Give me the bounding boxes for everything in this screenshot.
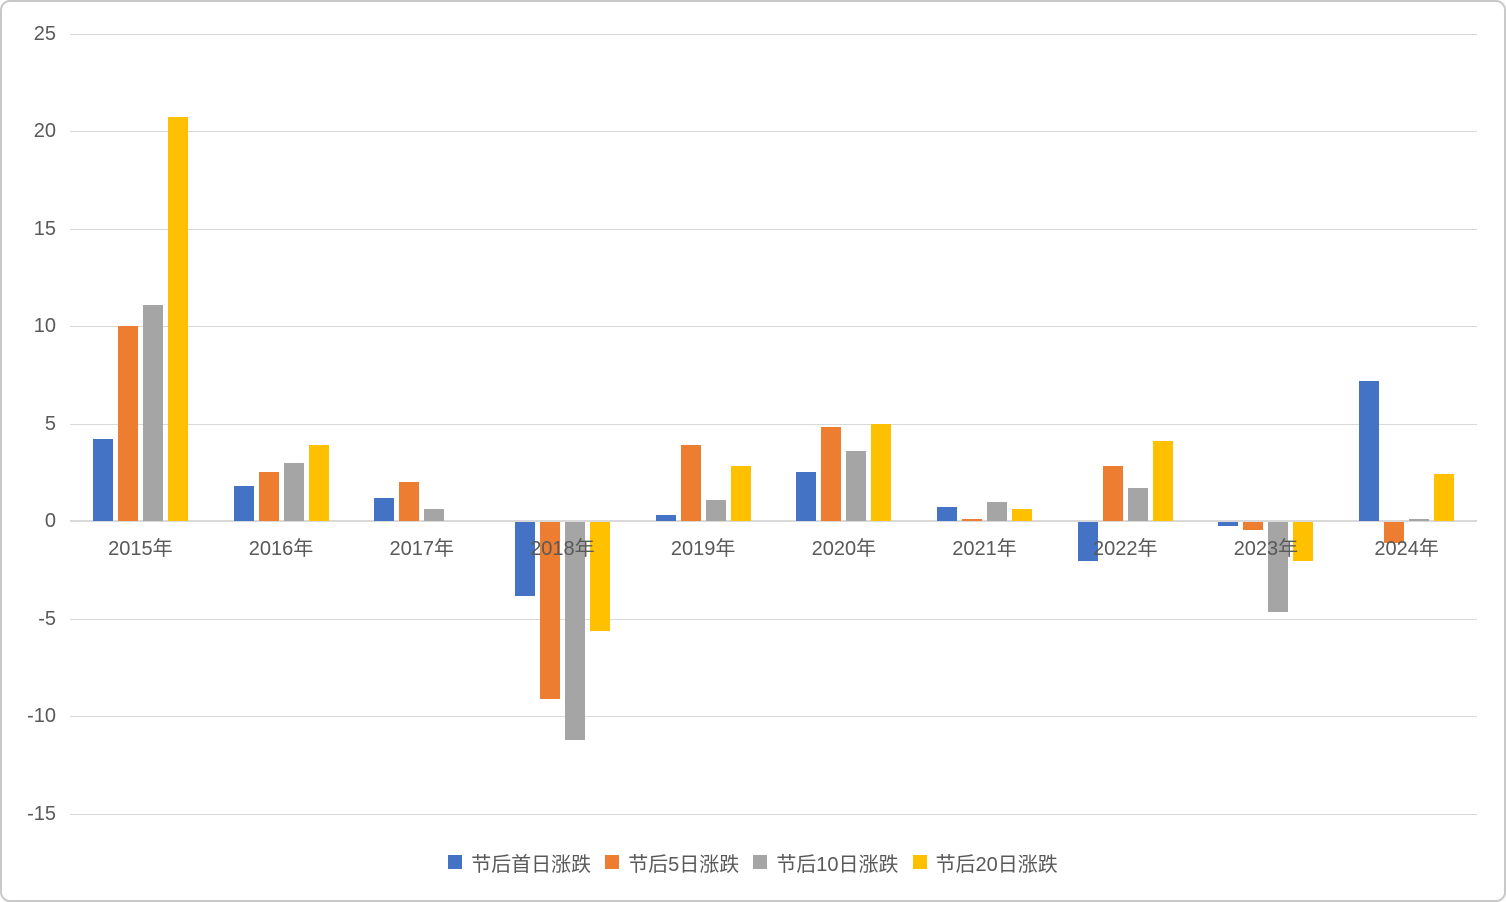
bar-y2024-s3 [1434, 474, 1455, 521]
x-tick-label: 2019年 [670, 538, 736, 560]
zero-axis-line [70, 520, 1477, 522]
bar-y2023-s0 [1218, 522, 1239, 526]
legend-label: 节后20日涨跌 [935, 853, 1058, 876]
gridline [70, 423, 1477, 425]
bar-y2018-s3 [589, 522, 610, 632]
legend-label: 节后首日涨跌 [471, 853, 592, 876]
gridline [70, 716, 1477, 717]
bar-y2016-s2 [283, 462, 304, 521]
legend-item-s2: 节后10日涨跌 [753, 848, 899, 877]
bar-y2023-s3 [1293, 522, 1314, 561]
gridline [70, 326, 1477, 327]
bar-y2018-s2 [564, 522, 585, 741]
legend-swatch-icon [912, 855, 927, 869]
x-tick-label: 2016年 [248, 538, 314, 560]
bar-y2022-s0 [1077, 522, 1098, 561]
bar-y2015-s1 [117, 326, 138, 521]
y-tick-label: -10 [27, 705, 56, 727]
legend-item-s3: 节后20日涨跌 [912, 848, 1058, 877]
bar-y2024-s0 [1359, 380, 1380, 521]
x-tick-label: 2023年 [1233, 538, 1299, 560]
x-tick-label: 2018年 [530, 538, 595, 560]
gridline [70, 618, 1477, 620]
legend-swatch-icon [448, 855, 463, 869]
legend-item-s0: 节后首日涨跌 [448, 848, 591, 877]
gridline [70, 228, 1477, 230]
bar-y2024-s2 [1409, 519, 1430, 521]
y-tick-label: 15 [33, 217, 56, 240]
bar-y2015-s0 [92, 439, 113, 521]
bar-y2017-s2 [424, 509, 445, 521]
bar-y2020-s1 [821, 427, 842, 521]
bar-y2021-s0 [937, 507, 958, 521]
legend: 节后首日涨跌 节后5日涨跌 节后10日涨跌 节后20日涨跌 [2, 847, 1504, 877]
bar-y2023-s2 [1268, 522, 1289, 612]
legend-label: 节后5日涨跌 [628, 853, 740, 876]
bar-y2021-s3 [1012, 509, 1033, 521]
x-tick-label: 2022年 [1093, 538, 1158, 560]
bar-y2019-s3 [730, 466, 751, 521]
x-tick-label: 2015年 [108, 538, 173, 560]
x-tick-label: 2017年 [389, 538, 455, 560]
bar-y2021-s1 [962, 519, 983, 521]
bar-y2019-s0 [655, 515, 676, 521]
y-tick-label: -5 [38, 607, 56, 630]
y-tick-label: 10 [33, 315, 56, 337]
gridline [70, 813, 1477, 815]
bar-y2017-s0 [374, 497, 395, 521]
legend-swatch-icon [605, 855, 620, 869]
y-tick-label: 5 [44, 412, 56, 435]
bar-y2018-s0 [514, 522, 535, 597]
bar-y2017-s1 [399, 482, 420, 521]
x-tick-label: 2020年 [811, 538, 877, 560]
bar-y2020-s0 [796, 472, 817, 521]
legend-label: 节后10日涨跌 [776, 853, 899, 876]
legend-item-s1: 节后5日涨跌 [605, 848, 739, 877]
bar-y2019-s2 [705, 499, 726, 521]
y-tick-label: -15 [27, 802, 56, 825]
bar-y2022-s1 [1102, 466, 1123, 521]
bar-y2018-s1 [539, 522, 560, 700]
y-tick-label: 25 [33, 22, 56, 45]
bar-y2022-s3 [1152, 441, 1173, 521]
bar-y2020-s3 [871, 423, 892, 521]
bar-y2021-s2 [987, 501, 1008, 521]
x-tick-label: 2021年 [952, 538, 1017, 560]
bar-y2015-s3 [167, 117, 188, 521]
y-tick-label: 0 [44, 510, 56, 532]
bar-y2022-s2 [1127, 487, 1148, 521]
bar-y2016-s1 [258, 472, 279, 521]
gridline [70, 131, 1477, 132]
bar-y2024-s1 [1384, 522, 1405, 544]
bar-y2016-s0 [233, 485, 254, 521]
bar-y2016-s3 [308, 444, 329, 521]
bar-y2015-s2 [142, 304, 163, 521]
x-tick-label: 2024年 [1374, 538, 1439, 560]
bar-y2023-s1 [1243, 522, 1264, 530]
legend-swatch-icon [753, 855, 768, 869]
bar-y2019-s1 [680, 444, 701, 521]
gridline [70, 33, 1477, 35]
bar-y2020-s2 [846, 450, 867, 521]
y-tick-label: 20 [33, 120, 56, 142]
